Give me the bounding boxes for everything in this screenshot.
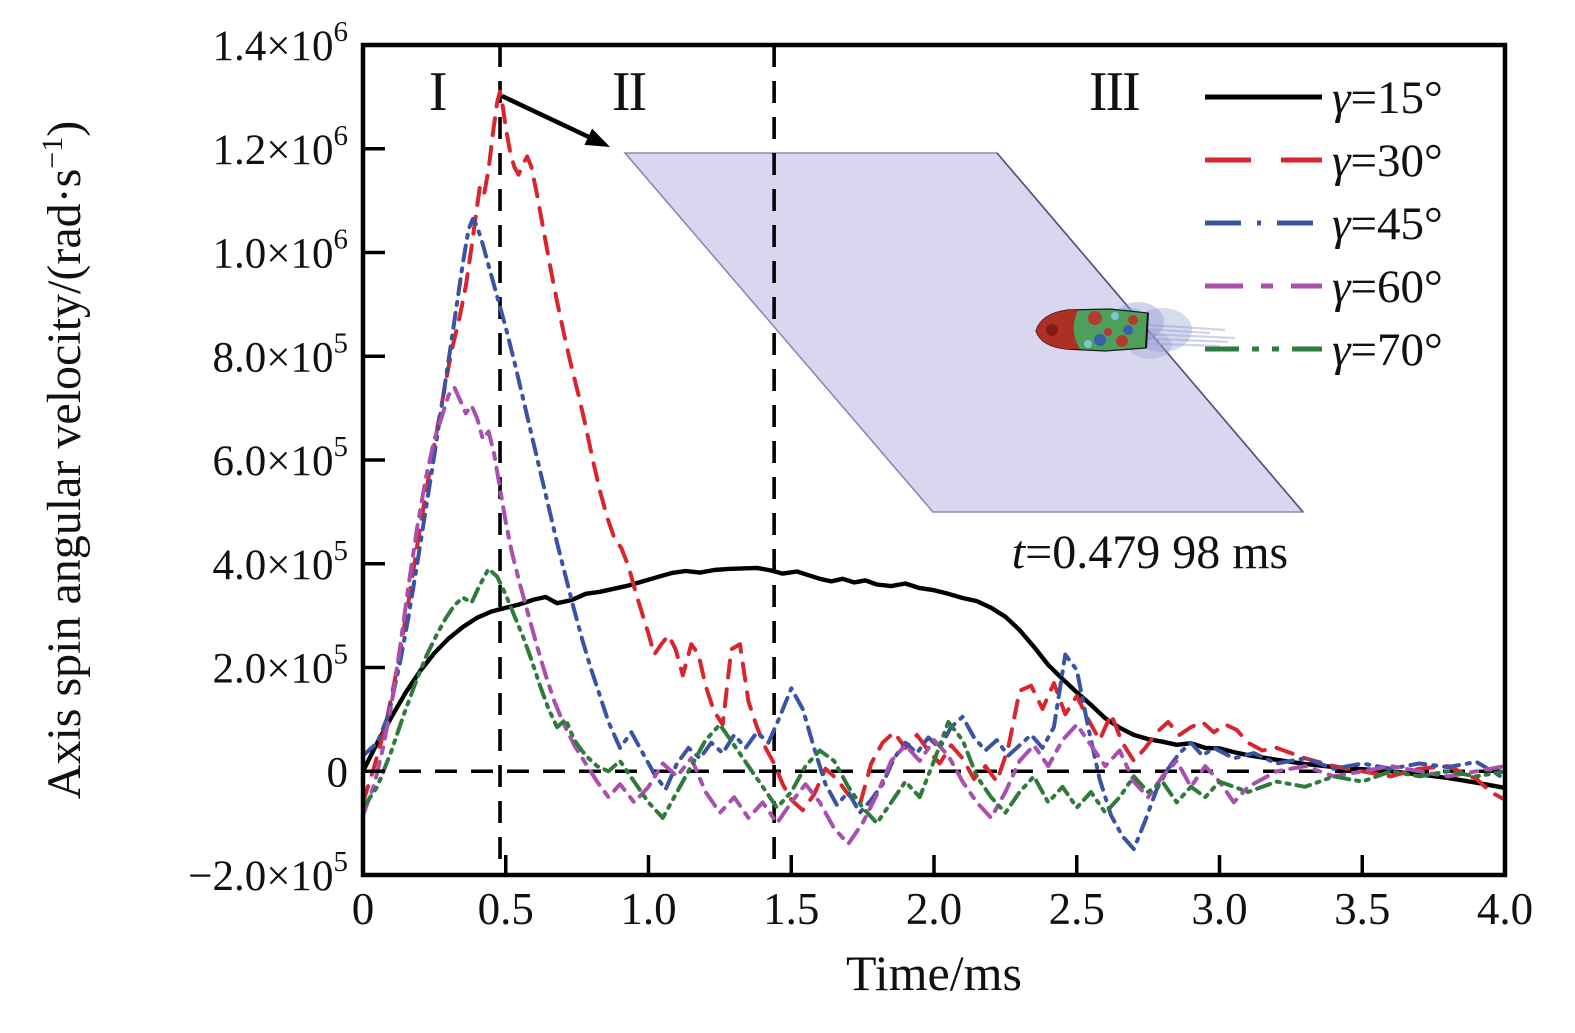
projectile-contour-spot	[1088, 311, 1102, 325]
projectile-contour-spot	[1084, 340, 1092, 348]
y-tick-mantissa: 1.0×10	[212, 231, 333, 278]
y-tick-mantissa: 1.2×10	[212, 127, 333, 174]
x-tick-label: 0.5	[478, 884, 534, 934]
legend-gamma-symbol: γ	[1332, 135, 1352, 187]
legend-label-value: =60°	[1351, 261, 1443, 313]
series-line-60	[363, 385, 1505, 846]
y-axis-title-superscript: −1	[36, 137, 69, 169]
region-label-iii: III	[1089, 61, 1139, 123]
y-tick-mantissa: 6.0×10	[212, 438, 333, 485]
projectile-contour-spot	[1116, 335, 1128, 347]
legend-label: γ=30°	[1332, 135, 1443, 187]
y-axis-title-tail: )	[38, 121, 91, 137]
x-axis-title: Time/ms	[846, 945, 1022, 1001]
y-tick-label: 0	[327, 749, 349, 796]
legend-gamma-symbol: γ	[1332, 324, 1352, 376]
y-tick-label: −2.0×105	[188, 846, 348, 900]
legend-gamma-symbol: γ	[1332, 261, 1352, 313]
y-tick-exponent: 5	[334, 639, 349, 671]
annotation-value: =0.479 98 ms	[1025, 526, 1288, 579]
y-tick-exponent: 6	[334, 224, 349, 256]
x-tick-label: 3.5	[1334, 884, 1390, 934]
annotation-arrow-shaft	[501, 93, 590, 139]
legend-gamma-symbol: γ	[1332, 198, 1352, 250]
y-tick-label: 1.2×106	[212, 120, 348, 174]
projectile-contour-spot	[1046, 324, 1058, 336]
legend-label-value: =15°	[1351, 72, 1443, 124]
x-tick-label: 1.5	[763, 884, 819, 934]
y-axis-title: Axis spin angular velocity/(rad·s−1)	[36, 121, 91, 799]
y-axis-title-base: Axis spin angular velocity/(rad·s	[38, 169, 91, 800]
series-line-70	[363, 566, 1505, 826]
legend-label: γ=70°	[1332, 324, 1443, 376]
series-line-45	[363, 216, 1505, 852]
y-tick-label: 4.0×105	[212, 535, 348, 589]
y-tick-label: 8.0×105	[212, 327, 348, 381]
y-tick-label: 2.0×105	[212, 639, 348, 693]
y-tick-label: 1.0×106	[212, 224, 348, 278]
projectile-contour-spot	[1128, 315, 1138, 325]
x-tick-label: 2.5	[1049, 884, 1105, 934]
y-tick-label: 6.0×105	[212, 431, 348, 485]
y-tick-mantissa: 4.0×10	[212, 542, 333, 589]
series-curves	[363, 89, 1505, 852]
x-tick-label: 4.0	[1477, 884, 1533, 934]
x-tick-label: 0	[352, 884, 375, 934]
projectile-contour-spot	[1111, 312, 1119, 320]
y-tick-mantissa: 1.4×10	[212, 23, 333, 70]
y-tick-exponent: 5	[334, 431, 349, 463]
series-line-15	[363, 565, 1505, 791]
projectile-contour-spot	[1094, 334, 1106, 346]
projectile-nose	[1036, 310, 1080, 349]
legend-label-value: =45°	[1351, 198, 1443, 250]
y-tick-exponent: 6	[334, 16, 349, 48]
y-tick-exponent: 5	[334, 535, 349, 567]
axis-ticks	[361, 43, 1507, 877]
region-label-i: I	[429, 61, 446, 123]
x-tick-label: 2.0	[906, 884, 962, 934]
legend-label-value: =30°	[1351, 135, 1443, 187]
y-tick-exponent: 5	[334, 846, 349, 878]
annotation-t-symbol: t	[1012, 526, 1027, 579]
projectile-contour-spot	[1123, 325, 1133, 335]
legend-label: γ=60°	[1332, 261, 1443, 313]
legend: γ=15°γ=30°γ=45°γ=60°γ=70°	[1205, 72, 1443, 376]
series-line-30	[363, 89, 1505, 813]
annotation-arrow-head	[584, 128, 610, 147]
y-tick-mantissa: 2.0×10	[212, 646, 333, 693]
y-tick-mantissa: 0	[327, 749, 349, 796]
legend-label-value: =70°	[1351, 324, 1443, 376]
projectile-contour-spot	[1104, 328, 1112, 336]
y-tick-label: 1.4×106	[212, 16, 348, 70]
inset-simulation-snapshot	[623, 152, 1305, 513]
legend-gamma-symbol: γ	[1332, 72, 1352, 124]
y-tick-mantissa: 8.0×10	[212, 334, 333, 381]
region-label-ii: II	[612, 61, 646, 123]
projectile-rear-edge	[1145, 312, 1149, 349]
inset-plate-edge	[996, 152, 1304, 513]
y-tick-exponent: 6	[334, 120, 349, 152]
inset-time-annotation: t=0.479 98 ms	[1012, 526, 1288, 579]
x-tick-label: 3.0	[1191, 884, 1247, 934]
y-tick-mantissa: −2.0×10	[188, 853, 333, 900]
legend-label: γ=45°	[1332, 198, 1443, 250]
legend-label: γ=15°	[1332, 72, 1443, 124]
x-tick-label: 1.0	[620, 884, 676, 934]
y-tick-exponent: 5	[334, 327, 349, 359]
